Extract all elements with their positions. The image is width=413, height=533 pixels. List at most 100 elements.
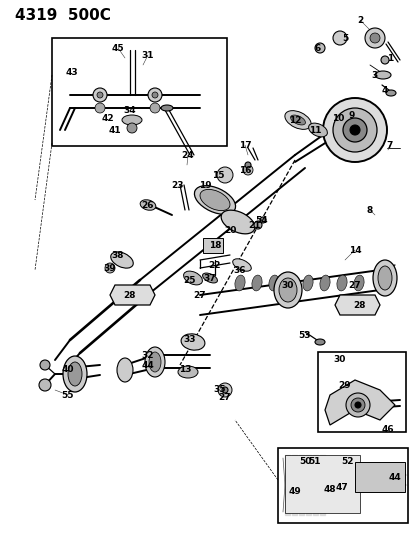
Text: 28: 28 [123, 290, 136, 300]
Circle shape [342, 118, 366, 142]
Circle shape [350, 398, 364, 412]
Bar [317, 352, 405, 432]
Ellipse shape [234, 275, 244, 291]
Ellipse shape [63, 356, 87, 392]
Circle shape [221, 387, 228, 393]
Text: 14: 14 [348, 246, 361, 254]
Ellipse shape [202, 273, 217, 283]
Polygon shape [324, 380, 394, 425]
Ellipse shape [232, 259, 251, 271]
Circle shape [254, 221, 261, 229]
Bar [277, 448, 407, 523]
Circle shape [39, 379, 51, 391]
Ellipse shape [68, 362, 82, 386]
Text: 47: 47 [335, 483, 347, 492]
Text: 17: 17 [238, 141, 251, 149]
Text: 33: 33 [183, 335, 196, 344]
Bar [202, 238, 223, 253]
Text: 44: 44 [388, 473, 401, 482]
Text: 29: 29 [338, 381, 351, 390]
Text: 54: 54 [255, 215, 268, 224]
Bar [284, 455, 359, 513]
Text: 38: 38 [112, 251, 124, 260]
Text: 55: 55 [62, 391, 74, 400]
Ellipse shape [161, 105, 173, 111]
Circle shape [216, 167, 233, 183]
Text: 9: 9 [348, 110, 354, 119]
Text: 32: 32 [141, 351, 154, 359]
Text: 5: 5 [341, 34, 347, 43]
Circle shape [354, 402, 360, 408]
Ellipse shape [314, 339, 324, 345]
Ellipse shape [251, 275, 261, 291]
Text: 53: 53 [298, 330, 311, 340]
Ellipse shape [385, 90, 395, 96]
Ellipse shape [122, 115, 142, 125]
Circle shape [218, 383, 231, 397]
Circle shape [345, 393, 369, 417]
Ellipse shape [221, 210, 254, 234]
Text: 4: 4 [381, 85, 387, 94]
Ellipse shape [149, 352, 161, 372]
Ellipse shape [353, 275, 363, 291]
Ellipse shape [336, 275, 346, 291]
Ellipse shape [110, 252, 133, 268]
Circle shape [259, 217, 266, 223]
Circle shape [95, 103, 105, 113]
Text: 25: 25 [183, 276, 196, 285]
Text: 27: 27 [218, 393, 231, 402]
Circle shape [332, 108, 376, 152]
Bar [354, 462, 404, 492]
Circle shape [380, 56, 388, 64]
Text: 19: 19 [198, 181, 211, 190]
Text: 46: 46 [381, 425, 393, 434]
Bar [52, 38, 226, 146]
Text: 48: 48 [323, 486, 335, 495]
Text: 30: 30 [333, 356, 345, 365]
Text: 20: 20 [223, 225, 236, 235]
Circle shape [349, 125, 359, 135]
Polygon shape [334, 295, 379, 315]
Circle shape [369, 33, 379, 43]
Text: 7: 7 [386, 141, 392, 149]
Circle shape [332, 31, 346, 45]
Circle shape [244, 162, 250, 168]
Ellipse shape [180, 334, 204, 350]
Circle shape [152, 92, 158, 98]
Ellipse shape [278, 278, 296, 302]
Ellipse shape [285, 275, 295, 291]
Circle shape [93, 88, 107, 102]
Text: 3: 3 [371, 70, 377, 79]
Text: 35: 35 [213, 385, 225, 394]
Ellipse shape [194, 185, 235, 214]
Ellipse shape [268, 275, 278, 291]
Ellipse shape [145, 347, 165, 377]
Text: 27: 27 [193, 290, 206, 300]
Text: 15: 15 [211, 171, 224, 180]
Text: 16: 16 [238, 166, 251, 174]
Ellipse shape [199, 189, 230, 211]
Ellipse shape [372, 260, 396, 296]
Text: 36: 36 [233, 265, 246, 274]
Text: 21: 21 [248, 221, 261, 230]
Text: 39: 39 [103, 263, 116, 272]
Text: 23: 23 [171, 181, 184, 190]
Text: 12: 12 [288, 116, 301, 125]
Circle shape [147, 88, 161, 102]
Circle shape [127, 123, 137, 133]
Ellipse shape [302, 275, 312, 291]
Text: 28: 28 [353, 301, 366, 310]
Text: 30: 30 [281, 280, 294, 289]
Text: 22: 22 [208, 261, 221, 270]
Ellipse shape [374, 71, 390, 79]
Text: 13: 13 [178, 366, 191, 375]
Text: 43: 43 [66, 68, 78, 77]
Text: 41: 41 [109, 125, 121, 134]
Text: 42: 42 [102, 114, 114, 123]
Circle shape [322, 98, 386, 162]
Text: 6: 6 [314, 44, 320, 52]
Circle shape [364, 28, 384, 48]
Circle shape [242, 165, 252, 175]
Ellipse shape [117, 358, 133, 382]
Ellipse shape [284, 111, 311, 130]
